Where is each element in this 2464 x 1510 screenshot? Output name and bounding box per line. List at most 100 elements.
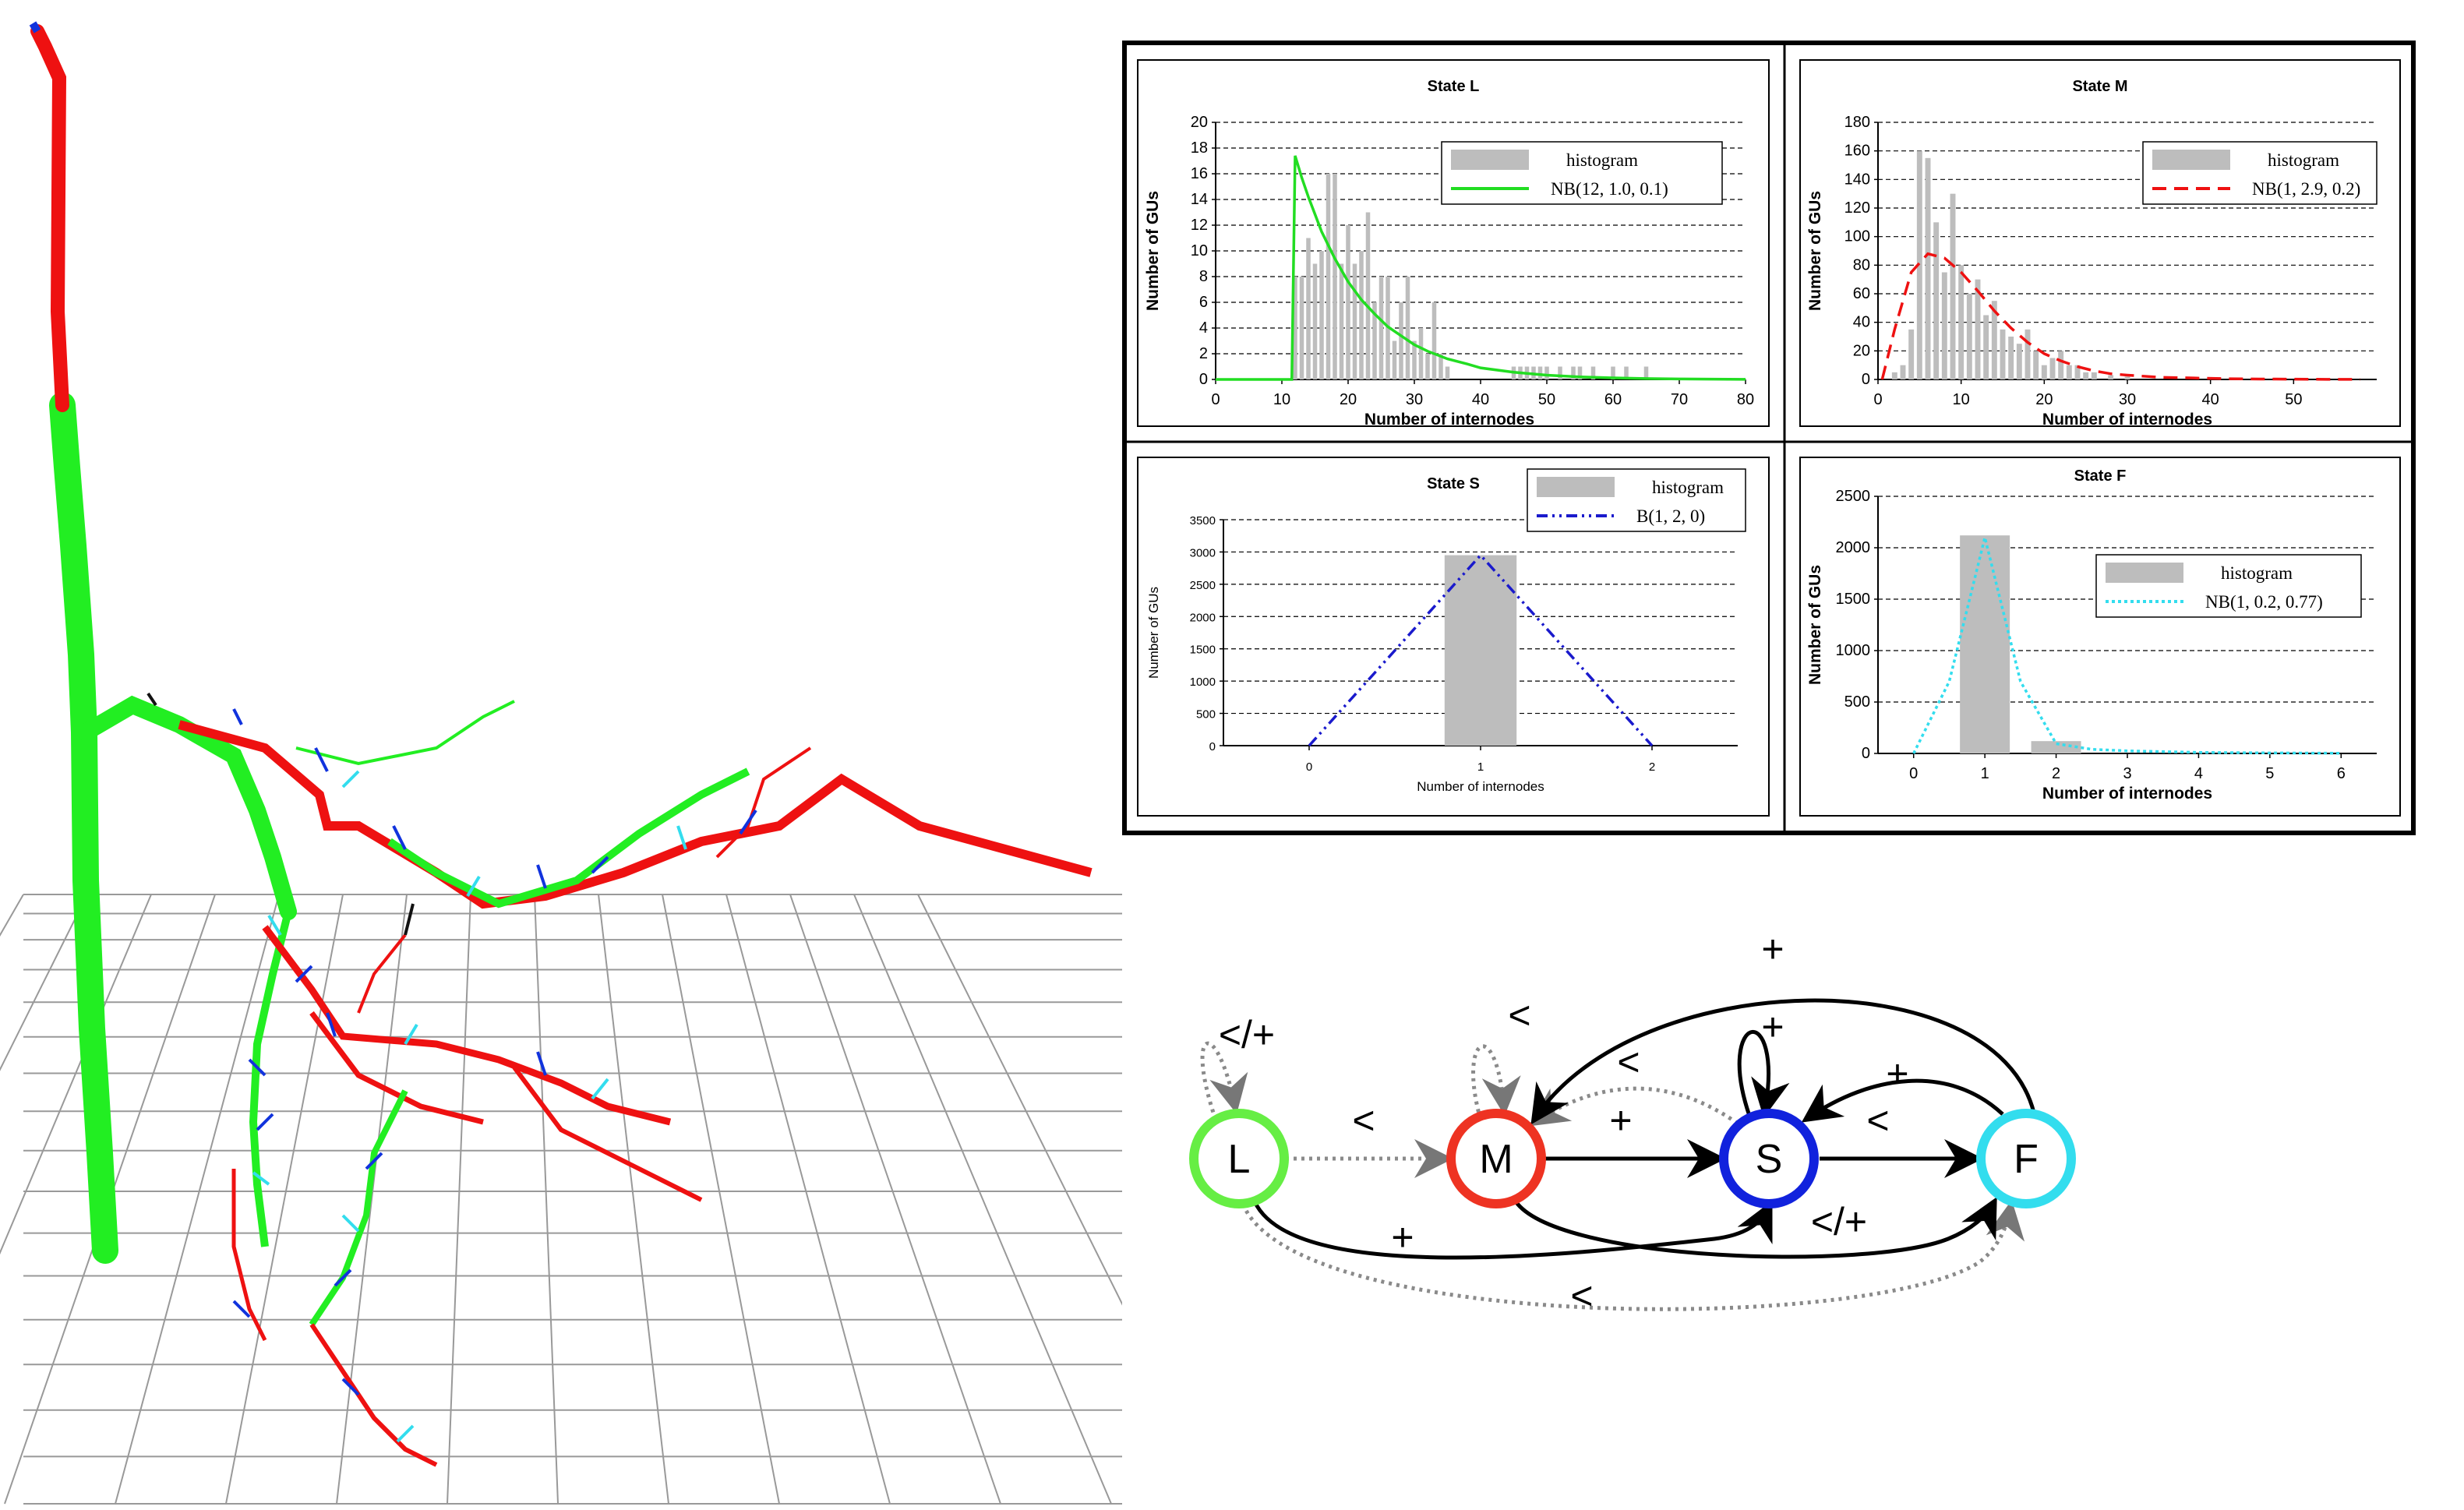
chart-state-m: State M 0 20 40 60 80 100 120 140 160 180 0 10 20 30 40… [1799,59,2401,429]
y-tick-label: 20 [1191,114,1208,131]
branch-long-7 [357,933,407,1014]
chart-legend: histogram NB(12, 1.0, 0.1) [1441,141,1723,205]
histogram-bar [2000,329,2006,379]
x-tick-label: 40 [1472,391,1489,408]
short-shoots [146,692,757,1443]
histogram-bar [2108,375,2114,379]
histogram-bar [1365,212,1371,379]
branch-medium-3 [387,767,750,908]
x-tick-label: 20 [1340,391,1357,408]
y-axis-label: Number of GUs [1144,191,1162,311]
edge-label: + [1609,1099,1632,1142]
branch-long-4 [512,1066,703,1202]
legend-swatch-histogram [1537,477,1615,497]
histogram-bar [2091,372,2097,379]
y-tick-label: 12 [1191,217,1208,234]
histogram-bar [1293,277,1297,379]
histogram-bar [2074,365,2081,379]
chart-legend: histogram B(1, 2, 0) [1527,468,1746,532]
edge-l-f [1241,1200,2025,1311]
edge-label: + [1761,927,1784,971]
trunk-long [30,24,69,412]
y-tick-label: 40 [1853,314,1870,331]
histogram-bar [1312,263,1318,379]
legend-label-fit: NB(1, 2.9, 0.2) [2252,179,2360,199]
grid-line [0,894,88,1071]
x-tick-label: 70 [1671,391,1688,408]
histogram-bar [1975,279,1981,379]
y-tick-label: 180 [1844,114,1870,131]
y-tick-label: 2000 [1836,539,1871,556]
chart-title: State L [1428,78,1480,95]
y-tick-label: 0 [1209,740,1216,753]
x-tick-label: 0 [1306,760,1312,774]
histogram-bar [1405,277,1410,379]
chart-frame [1137,59,1770,427]
branch-long-2 [262,925,672,1126]
y-tick-label: 6 [1199,294,1208,311]
grid-line [853,894,1112,1505]
chart-legend: histogram NB(1, 0.2, 0.77) [2095,554,2362,618]
histogram-bar [2066,365,2072,379]
histogram-bar [1643,366,1649,379]
x-tick-label: 2 [2052,765,2060,782]
ground-grid [0,894,1122,1505]
histogram-bar [1960,535,2010,753]
x-tick-label: 60 [1604,391,1622,408]
histogram-bar [2008,337,2014,379]
histogram-bar [1333,174,1337,379]
histogram-bar [1558,366,1562,379]
histogram-bar [1306,238,1311,379]
y-tick-label: 3500 [1190,514,1216,527]
y-tick-label: 80 [1853,256,1870,273]
x-tick-label: 30 [1406,391,1423,408]
histogram-bar [1339,263,1344,379]
x-tick-label: 10 [1273,391,1290,408]
y-tick-label: 3000 [1190,546,1216,559]
branch-medium-1 [77,695,297,920]
chart-title: State S [1427,475,1480,492]
tree-architecture [29,21,1093,1467]
y-tick-label: 100 [1844,228,1870,245]
histogram-bar [1431,302,1437,379]
histogram-bar [1966,294,1972,379]
histogram-bar [2016,344,2022,379]
y-tick-label: 2500 [1190,579,1216,592]
fit-curve [1880,252,2360,381]
grid-line [0,894,24,937]
x-axis-label: Number of internodes [1364,411,1534,429]
histogram-bar [1445,366,1450,379]
fit-curve [1216,155,1746,381]
x-tick-label: 1 [1477,760,1484,774]
chart-state-s: State S 0 500 1000 1500 2000 2500 3000 3500 0 1 2 Nu… [1137,457,1770,817]
x-tick-label: 3 [2123,765,2131,782]
chart-frame [1799,59,2401,427]
histogram-bar [1925,157,1931,379]
edge-f-s [1801,1078,2004,1123]
histogram-bar [1991,301,1997,379]
branch-long-8 [715,746,812,859]
y-tick-label: 0 [1862,371,1870,388]
legend-label-histogram: histogram [2221,563,2293,583]
edge-label: </+ [1811,1200,1867,1244]
histogram-bar [1537,366,1543,379]
histogram-bar [2083,372,2089,379]
histogram-bar [2033,351,2039,379]
histogram-bar [1571,366,1576,379]
edge-label: < [1570,1274,1593,1318]
x-axis-label: Number of internodes [2042,411,2212,429]
legend-swatch-histogram [1451,150,1529,170]
state-node-s [1719,1109,1819,1208]
x-axis-label: Number of internodes [2042,785,2212,803]
histogram-bar [1378,277,1384,379]
histogram-bar [1624,366,1629,379]
x-tick-label: 20 [2035,391,2053,408]
histogram-bar [2124,376,2130,379]
histogram-bar [1352,263,1357,379]
edge-label: < [1508,993,1530,1037]
x-axis-label: Number of internodes [1417,779,1544,794]
histogram-bar [1326,174,1331,379]
y-tick-label: 8 [1199,268,1208,285]
legend-label-fit: NB(1, 0.2, 0.77) [2205,592,2323,612]
